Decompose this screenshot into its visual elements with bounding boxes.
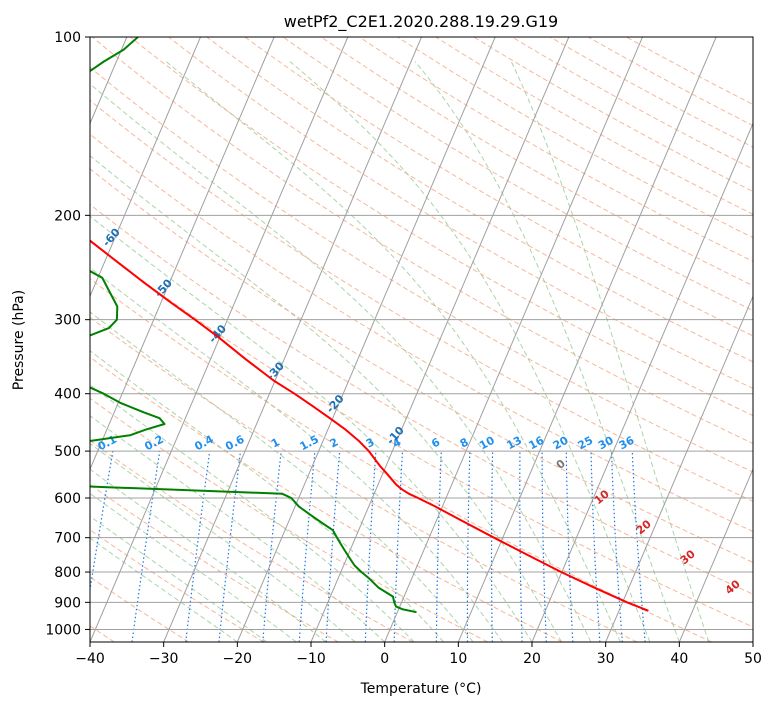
mixing-ratio-line [90, 450, 114, 594]
dry-adiabat-line [90, 316, 638, 642]
mixing-ratio-line [298, 451, 316, 642]
moist-adiabat-line [90, 83, 592, 642]
x-tick-label: 20 [523, 651, 541, 667]
x-axis: −40 −30 −20 −10 0 10 20 30 40 50 [75, 642, 762, 667]
moist-adiabat-line [90, 155, 562, 642]
isotherm-line [678, 467, 753, 642]
x-tick-label: 10 [449, 651, 467, 667]
y-axis: 100 200 300 400 500 600 700 800 900 1000 [45, 30, 90, 638]
chart-title: wetPf2_C2E1.2020.288.19.29.G19 [284, 12, 558, 32]
isotherm-line [605, 295, 753, 642]
x-tick-label: 0 [380, 651, 389, 667]
plot-frame [89, 36, 754, 643]
plot-area: 0.10.20.40.611.52346810131620253036-100-… [90, 37, 753, 642]
y-tick-label: 100 [54, 30, 81, 46]
dry-adiabat-line [90, 133, 753, 533]
y-tick-label: 200 [54, 208, 81, 224]
isotherm-line [90, 37, 201, 298]
mixing-ratio-line [631, 451, 646, 642]
dry-adiabat-line [206, 37, 753, 363]
y-tick-label: 1000 [45, 622, 81, 638]
mixing-ratio-label: 36 [617, 434, 637, 453]
isotherm-line [90, 37, 349, 642]
x-tick-label: −10 [296, 651, 326, 667]
isotherm-line [384, 37, 643, 642]
moist-adiabat-line [90, 442, 356, 642]
dry-adiabat-line [90, 168, 753, 563]
isotherm-line [90, 37, 275, 471]
y-tick-label: 400 [54, 387, 81, 403]
x-tick-label: 40 [670, 651, 688, 667]
dry-adiabat-line [168, 37, 753, 389]
mixing-ratio-label: 16 [527, 434, 547, 453]
y-tick-label: 300 [54, 313, 81, 329]
moist-adiabat-line [90, 267, 503, 642]
dry-adiabat-line [244, 37, 753, 337]
dry-adiabat-line [90, 99, 753, 502]
mixing-ratio-label: 10 [477, 434, 497, 453]
dry-adiabat-line [90, 203, 753, 595]
y-tick-label: 700 [54, 531, 81, 547]
dry-adiabat-line [90, 356, 563, 642]
moist-adiabat-line [90, 468, 327, 642]
moist-adiabat-line [90, 215, 533, 642]
dry-adiabat-line [90, 529, 264, 642]
y-tick-label: 600 [54, 491, 81, 507]
y-axis-title: Pressure (hPa) [11, 290, 27, 390]
temperature-profile-line [90, 239, 649, 612]
x-tick-label: −20 [223, 651, 253, 667]
moist-adiabat-line [289, 61, 651, 642]
isotherm-line [163, 37, 422, 642]
x-tick-label: −30 [149, 651, 179, 667]
y-tick-label: 800 [54, 565, 81, 581]
x-tick-label: 30 [597, 651, 615, 667]
mixing-ratio-label: 20 [551, 434, 571, 453]
isotherm-line [236, 37, 496, 642]
moist-adiabat-line [165, 61, 621, 642]
mixing-ratio-label: 13 [504, 434, 524, 453]
y-tick-label: 900 [54, 595, 81, 611]
mixing-ratio-label: 30 [596, 434, 616, 453]
moist-adiabat-line [414, 61, 680, 642]
isotherm-line [310, 37, 570, 642]
dry-adiabat-line [282, 37, 753, 312]
y-tick-label: 500 [54, 444, 81, 460]
x-tick-label: −40 [75, 651, 105, 667]
profiles [90, 37, 649, 614]
isotherm-line [531, 122, 753, 642]
x-tick-label: 50 [744, 651, 762, 667]
dewpoint-profile-line [90, 37, 417, 614]
isotherm-gridlines [90, 37, 753, 642]
x-axis-title: Temperature (°C) [360, 681, 482, 697]
moist-adiabat-line [90, 537, 238, 642]
mixing-ratio-line [218, 451, 242, 642]
mixing-ratio-line [185, 451, 211, 642]
mixing-ratio-label: 25 [576, 434, 596, 453]
isobar-gridlines [90, 37, 753, 630]
moist-adiabat-line [90, 384, 415, 642]
dry-adiabat-line [90, 397, 488, 642]
dry-adiabat-line [90, 66, 753, 473]
